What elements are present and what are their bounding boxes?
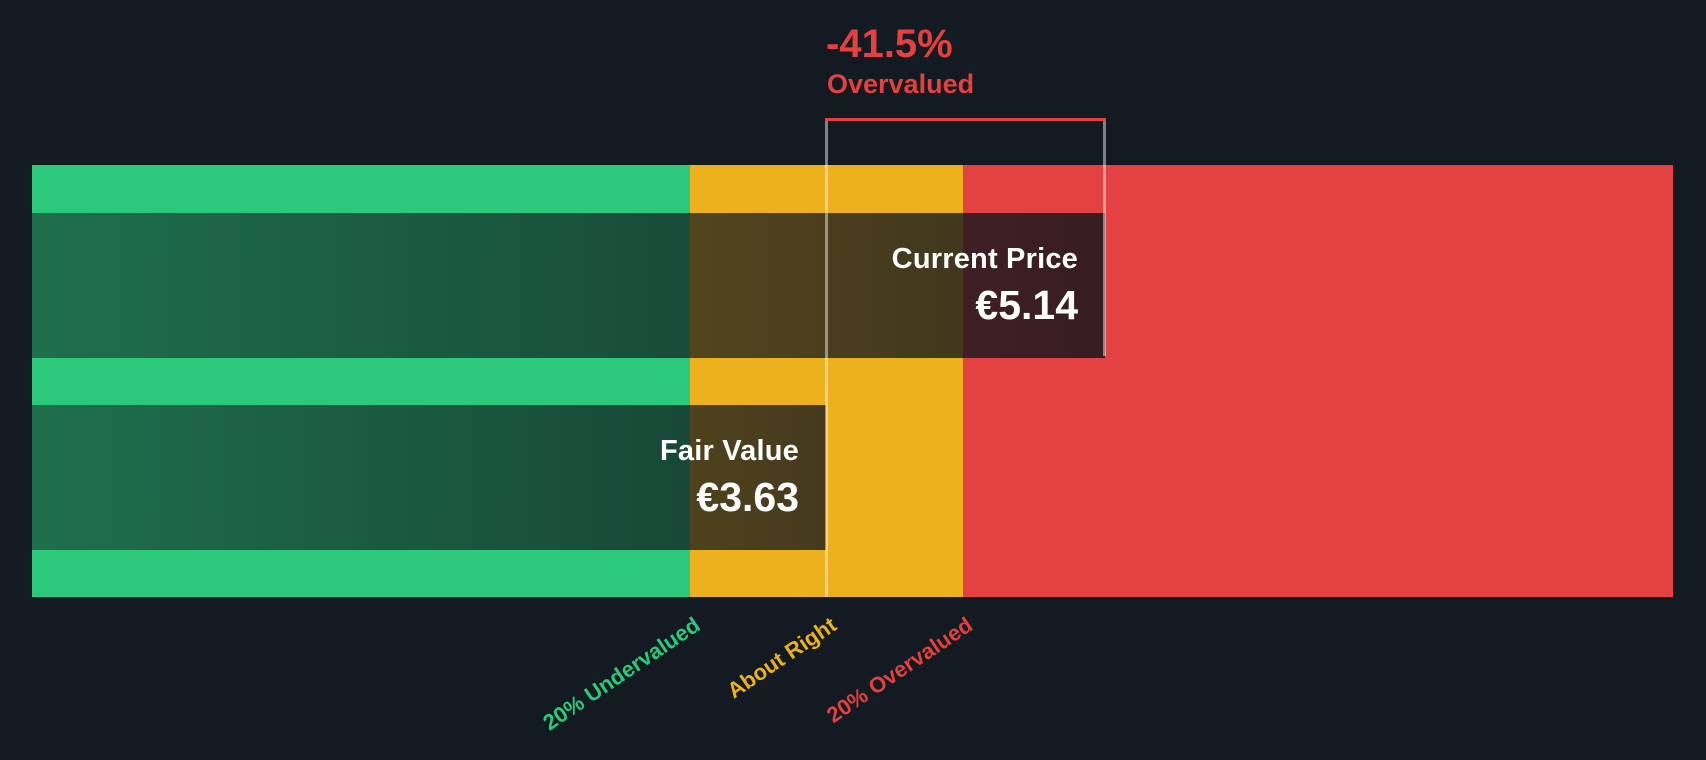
discount-status-text: Overvalued: [827, 69, 975, 99]
discount-percent-text: -41.5%: [826, 22, 953, 66]
fair-value-marker: Fair Value €3.63: [32, 405, 826, 550]
axis-label-20pct-undervalued: 20% Undervalued: [537, 612, 704, 736]
current-price-label: Current Price: [891, 243, 1078, 275]
overvalued-bracket-line: [825, 118, 1106, 121]
current-price-marker-line: [1103, 121, 1106, 356]
fair-value-value: €3.63: [696, 474, 799, 520]
fair-value-row-overlay: [32, 405, 826, 550]
fair-value-label: Fair Value: [659, 435, 799, 467]
axis-label-20pct-overvalued: 20% Overvalued: [822, 612, 977, 728]
current-price-marker: Current Price €5.14: [32, 213, 1105, 358]
axis-label-about-right: About Right: [722, 612, 841, 704]
current-price-row-overlay: [32, 213, 1105, 358]
current-price-value: €5.14: [975, 282, 1078, 328]
fair-value-marker-line: [825, 121, 828, 597]
